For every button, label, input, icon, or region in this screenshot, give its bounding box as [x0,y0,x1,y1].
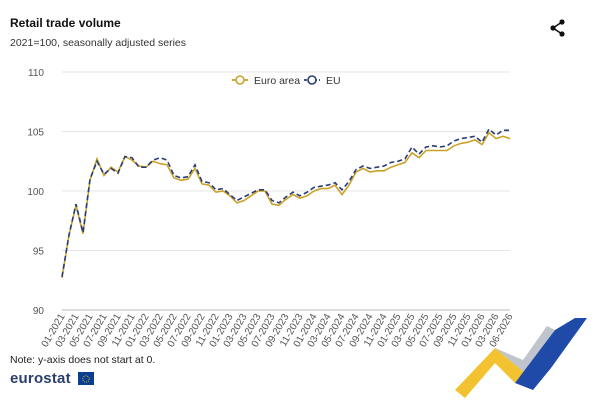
series-line-eu[interactable] [61,127,510,277]
decorative-graphic [455,318,587,398]
y-axis-ticks: 90 95 100 105 110 [27,68,44,317]
share-icon [550,19,565,37]
chart-legend: Euro area EU [232,75,341,87]
footnote: Note: y-axis does not start at 0. [10,354,156,366]
y-tick-label: 100 [27,187,44,198]
y-tick-label: 110 [28,68,44,79]
chart-subtitle: 2021=100, seasonally adjusted series [10,37,186,49]
eu-flag-icon [78,372,94,385]
chart-series [61,127,511,279]
y-tick-label: 90 [33,306,45,317]
line-chart: 90 95 100 105 110 01-202103-202105-202107-20… [27,68,516,350]
y-tick-label: 105 [27,128,44,139]
y-tick-label: 95 [33,247,45,258]
x-axis-ticks: 01-202103-202105-202107-202109-202111-20… [40,312,516,350]
legend-item-euro-area[interactable]: Euro area [232,75,300,87]
chart-grid [62,71,510,311]
series-line-euro-area[interactable] [61,131,511,279]
legend-label-euro-area: Euro area [254,75,300,87]
legend-item-eu[interactable]: EU [304,75,341,87]
legend-label-eu: EU [326,75,341,87]
share-button[interactable] [548,18,568,38]
eurostat-logo: eurostat [10,370,71,387]
chart-title: Retail trade volume [10,16,121,30]
